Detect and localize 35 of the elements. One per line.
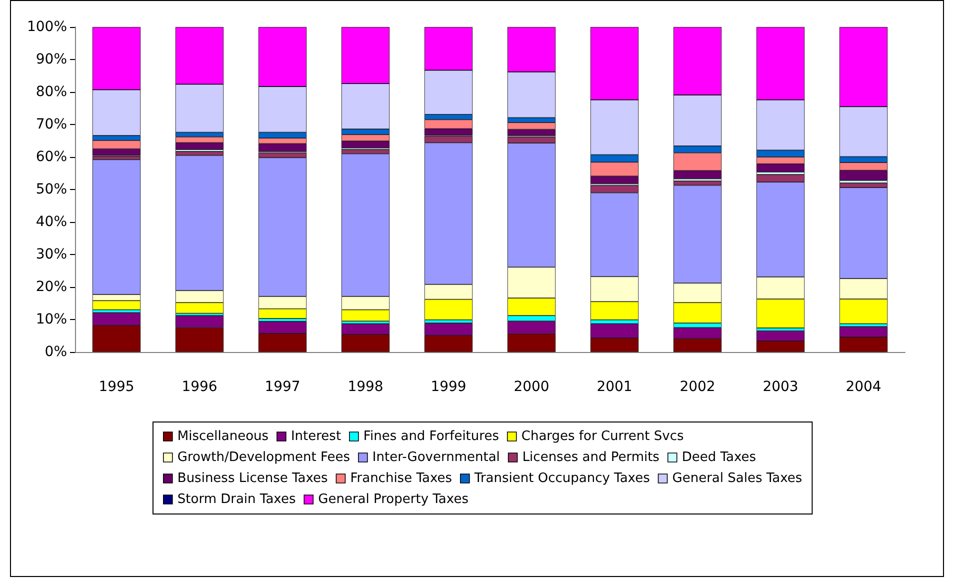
x-tick-label: 1998 (348, 379, 384, 395)
x-tick-label: 2003 (762, 379, 798, 395)
legend-label: Deed Taxes (682, 450, 756, 465)
legend-label: Business License Taxes (177, 471, 328, 486)
x-tick-label: 1999 (430, 379, 466, 395)
legend-label: Charges for Current Svcs (521, 429, 684, 444)
y-tick-label: 0% (44, 344, 67, 360)
y-tick-label: 90% (36, 52, 67, 68)
x-tick-label: 1995 (98, 379, 134, 395)
legend-label: Interest (290, 429, 342, 444)
x-tick-label: 2000 (514, 379, 550, 395)
legend-label: Licenses and Permits (522, 450, 660, 465)
y-tick-label: 50% (36, 182, 67, 198)
y-tick-label: 20% (36, 279, 67, 295)
legend-label: Inter-Governmental (372, 450, 500, 465)
x-tick-label: 2004 (846, 379, 882, 395)
y-tick-label: 60% (36, 149, 67, 165)
legend-label: Transient Occupancy Taxes (473, 471, 650, 486)
legend-label: Franchise Taxes (350, 471, 452, 486)
y-tick-label: 80% (36, 84, 67, 100)
legend-label: Storm Drain Taxes (177, 492, 296, 507)
y-tick-label: 100% (26, 19, 67, 35)
legend-label: Miscellaneous (177, 429, 269, 444)
y-tick-label: 40% (36, 214, 67, 230)
x-tick-label: 1997 (264, 379, 300, 395)
legend-label: Fines and Forfeitures (363, 429, 500, 444)
y-tick-label: 10% (36, 312, 67, 328)
legend-label: Growth/Development Fees (177, 450, 350, 465)
x-tick-label: 1996 (182, 379, 218, 395)
legend-label: General Property Taxes (318, 492, 469, 507)
x-tick-label: 2001 (596, 379, 632, 395)
y-tick-label: 70% (36, 116, 67, 132)
x-tick-label: 2002 (680, 379, 716, 395)
y-tick-label: 30% (36, 246, 67, 262)
legend-label: General Sales Taxes (672, 471, 802, 486)
